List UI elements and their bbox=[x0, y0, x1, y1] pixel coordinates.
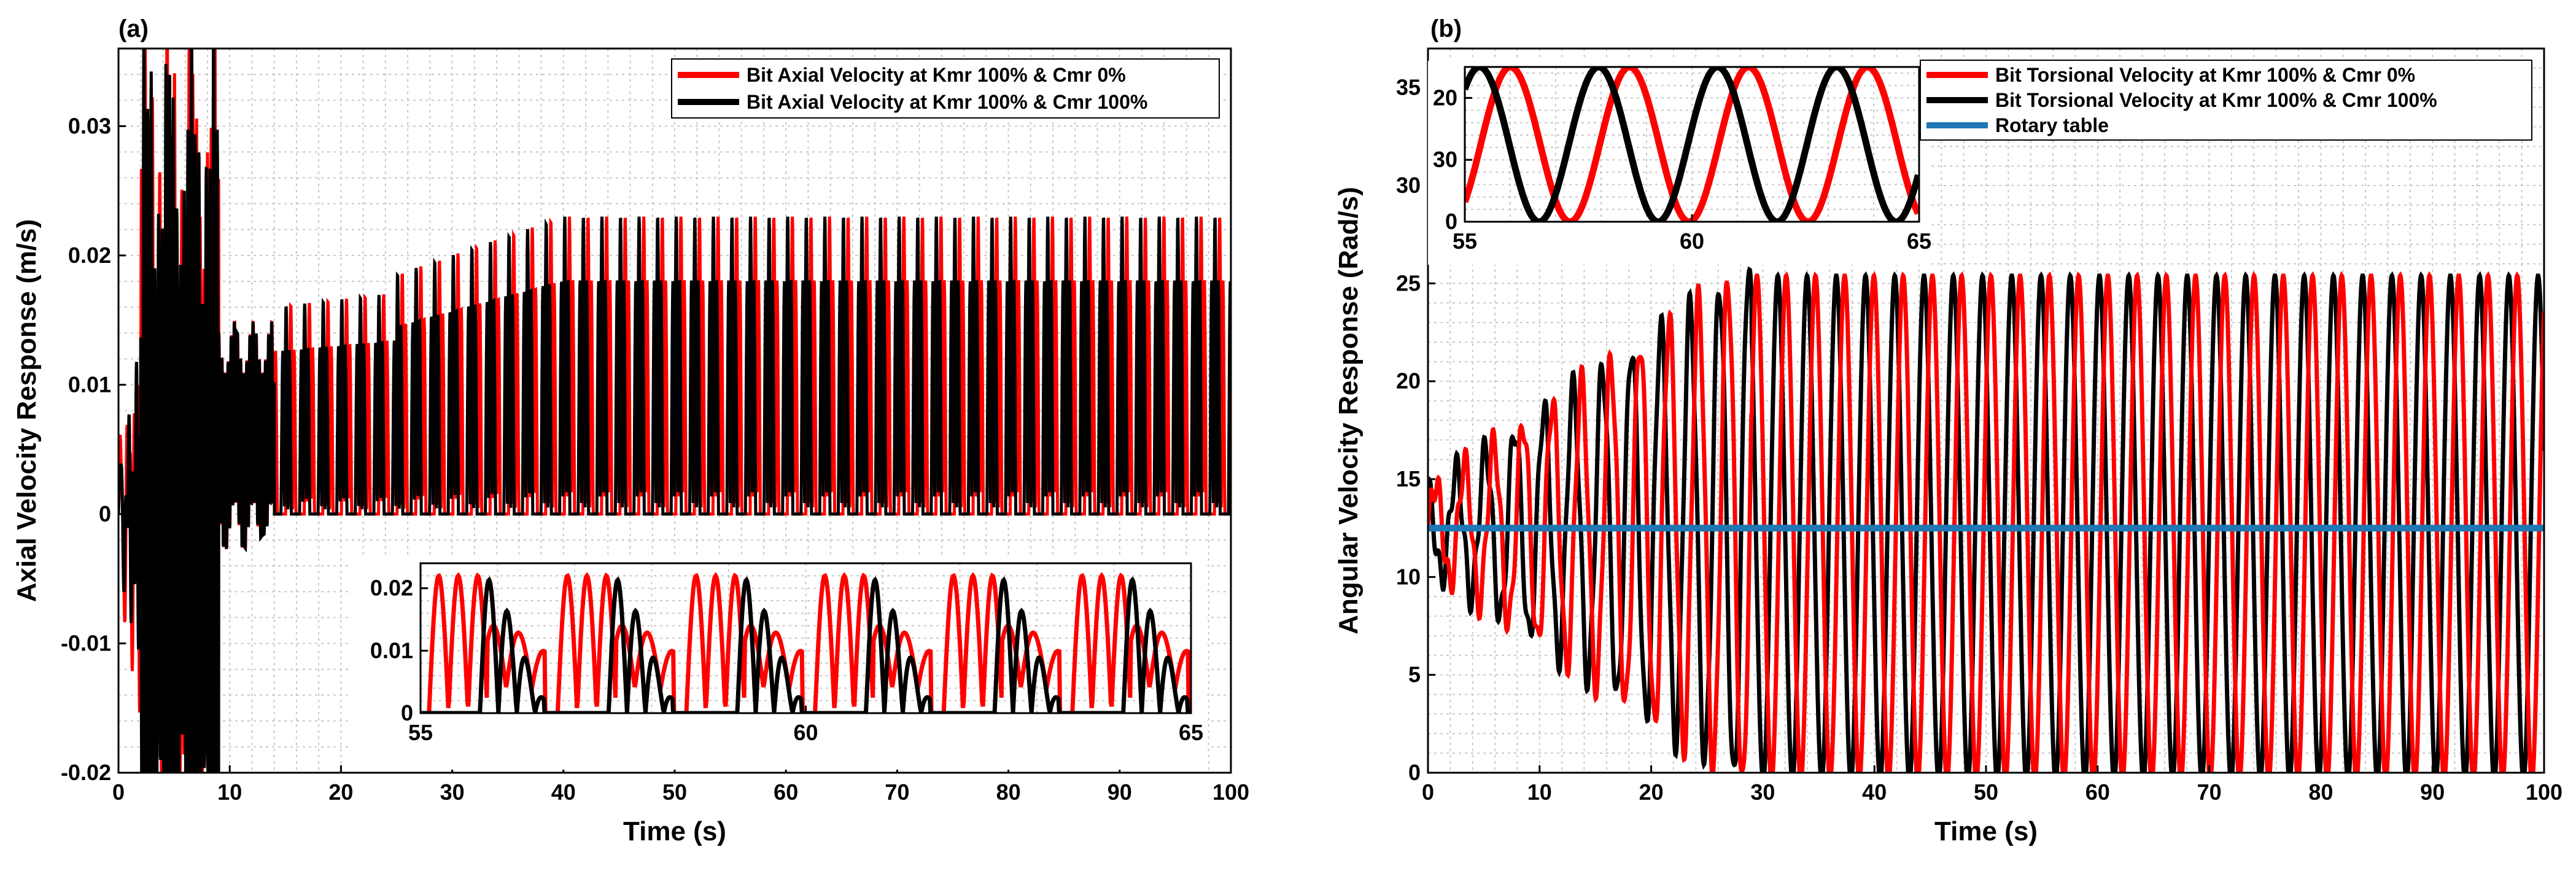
panel-b: (b) 0 10 20 30 40 50 60 70 80 90 100 0 5 10 15 20 25 30 3… bbox=[1333, 15, 2562, 846]
panel-b-inset-ytick-label: 30 bbox=[1433, 147, 1457, 172]
panel-a-ytick-label: 0.03 bbox=[68, 113, 111, 138]
panel-a-inset: 55 60 65 0 0.01 0.02 bbox=[352, 558, 1207, 770]
panel-b-ytick-label: 10 bbox=[1396, 564, 1421, 589]
panel-b-xtick-label: 60 bbox=[2085, 779, 2110, 805]
panel-a-ytick-label: -0.02 bbox=[61, 760, 111, 785]
panel-b-ytick-label: 15 bbox=[1396, 466, 1421, 491]
panel-b-ytick-label: 0 bbox=[1408, 760, 1421, 785]
panel-a-inset-xtick-label: 65 bbox=[1179, 720, 1203, 745]
panel-b-ytick-label: 20 bbox=[1396, 369, 1421, 394]
panel-b-xtick-label: 20 bbox=[1639, 779, 1664, 805]
panel-a-series-black bbox=[118, 49, 1231, 773]
panel-b-xtick-label: 50 bbox=[1974, 779, 1998, 805]
panel-a-xtick-label: 40 bbox=[551, 779, 576, 805]
panel-a-inset-ytick-label: 0 bbox=[401, 700, 413, 725]
panel-b-ytick-label: 35 bbox=[1396, 75, 1421, 100]
panel-b-xtick-label: 40 bbox=[1862, 779, 1887, 805]
panel-b-xtick-label: 0 bbox=[1422, 779, 1434, 805]
panel-b-legend-entry-2: Bit Torsional Velocity at Kmr 100% & Cmr… bbox=[1995, 89, 2437, 111]
panel-a-inset-ytick-label: 0.01 bbox=[370, 638, 413, 663]
panel-a-legend: Bit Axial Velocity at Kmr 100% & Cmr 0% … bbox=[671, 58, 1220, 119]
panel-a-xtick-label: 100 bbox=[1212, 779, 1249, 805]
panel-a-xtick-label: 70 bbox=[885, 779, 909, 805]
panel-a-legend-entry-1: Bit Axial Velocity at Kmr 100% & Cmr 0% bbox=[747, 64, 1126, 86]
panel-a-ytick-label: 0.02 bbox=[68, 243, 111, 268]
panel-a: (a) 0 10 20 30 40 50 60 70 80 90 100 -0.02 -0.01 0 0.… bbox=[12, 15, 1249, 846]
panel-b-legend-entry-1: Bit Torsional Velocity at Kmr 100% & Cmr… bbox=[1995, 64, 2415, 86]
panel-b-inset-xtick-label: 60 bbox=[1680, 228, 1704, 254]
panel-a-xlabel: Time (s) bbox=[623, 816, 726, 846]
panel-b-inset-ytick-label: 20 bbox=[1433, 85, 1457, 110]
panel-a-xtick-label: 10 bbox=[217, 779, 242, 805]
panel-b-legend-entry-3: Rotary table bbox=[1995, 114, 2109, 136]
panel-b-inset: 55 60 65 0 30 20 bbox=[1428, 61, 1931, 265]
panel-a-xtick-label: 0 bbox=[112, 779, 125, 805]
panel-a-xtick-label: 60 bbox=[774, 779, 798, 805]
panel-b-xtick-label: 100 bbox=[2526, 779, 2562, 805]
panel-a-xtick-label: 50 bbox=[662, 779, 687, 805]
panel-b-xtick-label: 80 bbox=[2308, 779, 2333, 805]
panel-a-tag: (a) bbox=[118, 15, 149, 42]
panel-b-inset-ytick-label: 0 bbox=[1445, 209, 1457, 234]
panel-a-inset-xtick-label: 55 bbox=[408, 720, 433, 745]
panel-b-ytick-label: 25 bbox=[1396, 270, 1421, 295]
panel-b-xlabel: Time (s) bbox=[1934, 816, 2038, 846]
panel-b-inset-xtick-label: 65 bbox=[1907, 228, 1931, 254]
panel-a-xtick-label: 20 bbox=[328, 779, 353, 805]
panel-b-ytick-label: 30 bbox=[1396, 173, 1421, 198]
panel-a-xtick-label: 80 bbox=[996, 779, 1021, 805]
panel-a-ylabel: Axial Velocity Response (m/s) bbox=[12, 219, 42, 603]
panel-a-inset-ytick-label: 0.02 bbox=[370, 576, 413, 601]
panel-b-legend: Bit Torsional Velocity at Kmr 100% & Cmr… bbox=[1920, 60, 2532, 141]
panel-b-ytick-label: 5 bbox=[1408, 662, 1421, 687]
panel-a-inset-xtick-label: 60 bbox=[793, 720, 818, 745]
panel-b-series-red bbox=[1428, 271, 2544, 773]
panel-b-xtick-label: 70 bbox=[2197, 779, 2222, 805]
panel-a-ytick-label: -0.01 bbox=[61, 630, 111, 655]
panel-b-tag: (b) bbox=[1430, 15, 1462, 42]
panel-b-inset-xtick-label: 55 bbox=[1453, 228, 1477, 254]
panel-a-xtick-label: 30 bbox=[440, 779, 465, 805]
panel-a-legend-entry-2: Bit Axial Velocity at Kmr 100% & Cmr 100… bbox=[747, 91, 1147, 113]
panel-b-xtick-label: 10 bbox=[1527, 779, 1552, 805]
panel-b-ylabel: Angular Velocity Response (Rad/s) bbox=[1333, 187, 1364, 635]
panel-b-xtick-label: 90 bbox=[2420, 779, 2445, 805]
panel-a-ytick-label: 0.01 bbox=[68, 372, 111, 397]
panel-a-series-red bbox=[118, 49, 1231, 773]
panel-b-xtick-label: 30 bbox=[1750, 779, 1775, 805]
panel-a-ytick-label: 0 bbox=[99, 501, 111, 526]
panel-a-xtick-label: 90 bbox=[1108, 779, 1132, 805]
